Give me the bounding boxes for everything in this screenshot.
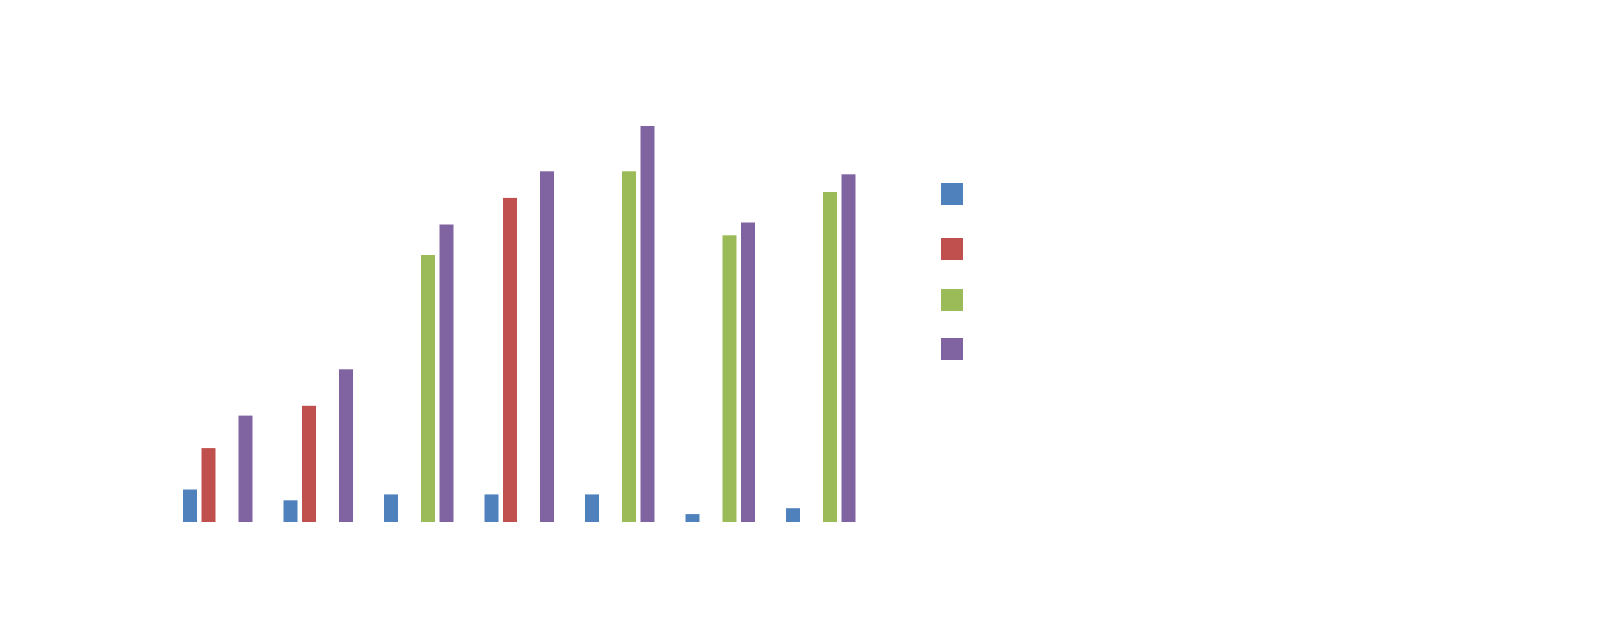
bar-series-4-category-1 xyxy=(238,415,253,522)
bar-series-4-category-3 xyxy=(439,224,454,522)
bar-series-1-category-7 xyxy=(786,508,800,522)
legend-swatch-series-3 xyxy=(941,289,963,311)
legend-swatch-series-1 xyxy=(941,183,963,205)
bar-series-4-category-2 xyxy=(339,369,353,522)
bar-series-4-category-6 xyxy=(741,222,755,522)
bar-series-1-category-5 xyxy=(585,494,599,522)
legend xyxy=(941,183,963,360)
bar-series-1-category-4 xyxy=(484,494,499,522)
bar-series-4-category-4 xyxy=(540,171,554,523)
plot-area xyxy=(183,126,856,523)
bar-series-4-category-5 xyxy=(640,126,655,522)
bar-series-1-category-6 xyxy=(685,514,700,522)
bar-series-3-category-7 xyxy=(823,192,837,522)
bar-series-2-category-2 xyxy=(302,405,316,522)
bar-series-1-category-1 xyxy=(183,489,197,522)
bar-series-2-category-4 xyxy=(503,197,517,522)
bar-series-2-category-1 xyxy=(201,448,216,522)
bar-series-1-category-3 xyxy=(384,494,398,522)
legend-swatch-series-2 xyxy=(941,238,963,260)
legend-swatch-series-4 xyxy=(941,338,963,360)
bar-series-4-category-7 xyxy=(841,174,856,523)
bar-series-1-category-2 xyxy=(283,500,298,522)
bar-series-3-category-5 xyxy=(622,171,636,523)
bar-series-3-category-3 xyxy=(421,255,435,522)
bar-series-3-category-6 xyxy=(722,235,737,523)
